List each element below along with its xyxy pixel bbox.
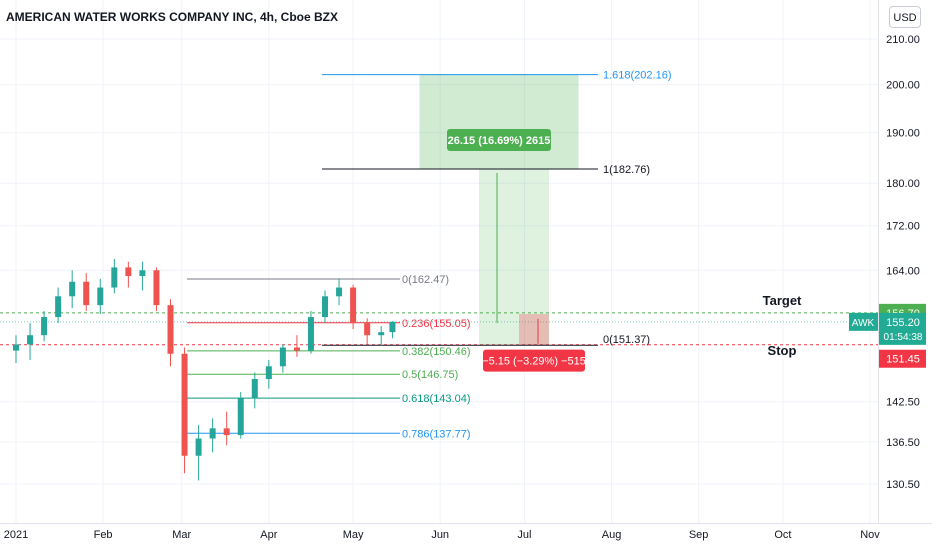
x-tick-label: Aug — [602, 529, 622, 541]
y-tick-label: 180.00 — [886, 178, 920, 190]
candle-body — [83, 281, 90, 306]
currency-button[interactable]: USD — [889, 6, 921, 28]
stop-annotation: Stop — [768, 343, 797, 358]
x-tick-label: Jun — [431, 529, 449, 541]
symbol-label: AWK — [852, 318, 875, 329]
extension-level-label: 1.618(202.16) — [603, 70, 672, 82]
y-tick-label: 210.00 — [886, 34, 920, 46]
long-position-profit-zone — [479, 168, 549, 346]
y-tick-label: 190.00 — [886, 128, 920, 140]
extension-target-box — [419, 74, 579, 170]
x-tick-label: Apr — [260, 529, 277, 541]
fib-level-label: 0(162.47) — [402, 274, 449, 286]
stop-price-label: 151.45 — [886, 354, 920, 366]
fib-level-label: 0.786(137.77) — [402, 428, 471, 440]
candle-body — [125, 267, 132, 276]
y-tick-label: 172.00 — [886, 221, 920, 233]
candle-body — [41, 317, 48, 336]
long-position-loss-zone — [519, 314, 549, 346]
candle-body — [69, 281, 76, 297]
chart-title: AMERICAN WATER WORKS COMPANY INC, 4h, Cb… — [6, 10, 339, 24]
countdown-label: 01:54:38 — [884, 332, 923, 343]
candle-body — [167, 305, 174, 354]
candle-body — [336, 287, 343, 297]
last-price-label: 155.20 — [886, 317, 920, 329]
y-tick-label: 130.50 — [886, 479, 920, 491]
x-tick-label: Jul — [517, 529, 531, 541]
x-tick-label: May — [343, 529, 364, 541]
y-tick-label: 164.00 — [886, 265, 920, 277]
fib-level-label: 0.236(155.05) — [402, 318, 471, 330]
candle-body — [139, 270, 146, 276]
candle-body — [251, 379, 258, 399]
candle-body — [364, 323, 371, 336]
stop-price-tag — [879, 349, 926, 368]
candle-body — [322, 296, 329, 318]
candle-body — [279, 347, 286, 367]
fib-level-label: 0.382(150.46) — [402, 346, 471, 358]
candle-body — [111, 267, 118, 288]
fib-level-label: 0.5(146.75) — [402, 369, 458, 381]
candle-body — [223, 428, 230, 436]
candles — [13, 258, 396, 481]
y-tick-label: 136.50 — [886, 437, 920, 449]
candle-body — [13, 344, 19, 351]
candle-body — [378, 332, 385, 336]
candle-body — [153, 270, 160, 306]
candle-body — [209, 428, 216, 439]
candle-body — [27, 335, 34, 345]
candle-body — [293, 347, 300, 351]
candle-body — [195, 438, 202, 456]
profit-badge-label: 26.15 (16.69%) 2615 — [448, 135, 551, 147]
candle-body — [55, 296, 62, 318]
symbol-tag — [849, 312, 878, 331]
target-annotation: Target — [763, 293, 802, 308]
x-tick-label: Feb — [94, 529, 113, 541]
candle-body — [97, 287, 104, 306]
grid — [0, 0, 878, 523]
candle-body — [307, 317, 314, 351]
x-tick-label: Nov — [860, 529, 880, 541]
candle-body — [350, 287, 357, 324]
loss-badge — [483, 349, 585, 372]
profit-badge — [447, 129, 551, 152]
x-tick-label: Mar — [172, 529, 191, 541]
x-tick-label: Oct — [774, 529, 791, 541]
candle-body — [181, 353, 188, 456]
candle-body — [265, 366, 272, 380]
loss-badge-label: −5.15 (−3.29%) −515 — [482, 356, 586, 368]
x-tick-label: 2021 — [4, 529, 28, 541]
time-axis-divider — [0, 523, 932, 524]
candle-body — [389, 321, 396, 333]
y-tick-label: 200.00 — [886, 80, 920, 92]
x-tick-label: Sep — [689, 529, 709, 541]
extension-level-label: 1(182.76) — [603, 164, 650, 176]
candle-body — [237, 398, 244, 436]
price-axis-divider — [878, 0, 879, 523]
y-tick-label: 142.50 — [886, 397, 920, 409]
fib-level-label: 0.618(143.04) — [402, 393, 471, 405]
extension-level-label: 0(151.37) — [603, 334, 650, 346]
last-price-tag — [879, 312, 926, 345]
